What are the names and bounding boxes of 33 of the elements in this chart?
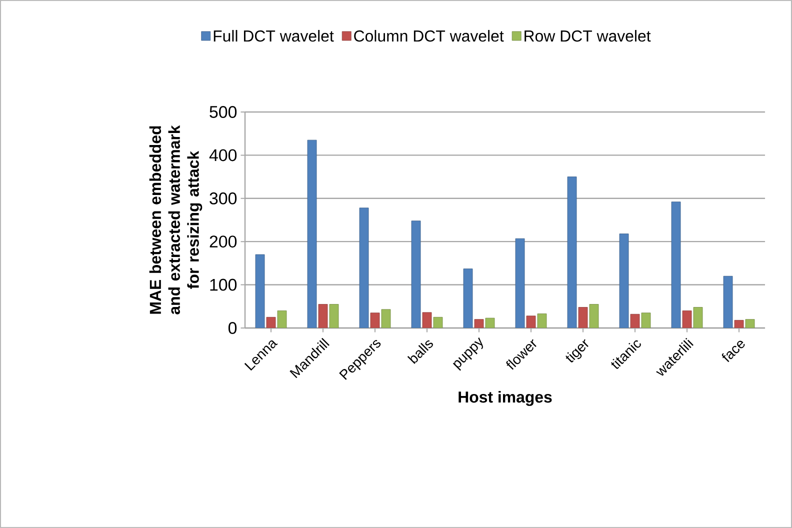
- y-tick-label: 300: [210, 192, 237, 204]
- y-axis-title: MAE between embedded and extracted watermark for resizing attack: [149, 125, 202, 314]
- legend-label: Column DCT wavelet: [354, 30, 504, 42]
- x-tick-label: tiger: [566, 339, 588, 362]
- bar: [734, 320, 744, 328]
- bar: [526, 316, 536, 328]
- bar: [370, 312, 380, 328]
- bar: [266, 316, 276, 328]
- x-axis-title: Host images: [458, 391, 552, 406]
- bar: [537, 314, 547, 328]
- bar: [381, 309, 391, 328]
- bar: [682, 310, 692, 328]
- bar: [318, 304, 328, 328]
- legend-label: Row DCT wavelet: [524, 30, 651, 42]
- legend-label: Full DCT wavelet: [214, 30, 334, 42]
- bar: [630, 314, 640, 328]
- bar: [433, 316, 443, 328]
- bar: [578, 307, 588, 328]
- y-tick-label: 200: [210, 236, 237, 248]
- bar: [422, 312, 432, 328]
- bar: [329, 304, 339, 328]
- bar: [693, 307, 703, 328]
- bar: [485, 318, 495, 328]
- y-tick-label: 0: [228, 322, 237, 334]
- bar: [474, 319, 484, 328]
- bar: [641, 312, 651, 328]
- bar: [589, 304, 599, 328]
- y-tick-label: 500: [210, 106, 237, 118]
- bar: [745, 319, 755, 328]
- x-tick-label: face: [722, 340, 745, 362]
- y-tick-label: 400: [209, 149, 237, 162]
- y-tick-label: 100: [210, 278, 237, 291]
- bar: [277, 310, 287, 328]
